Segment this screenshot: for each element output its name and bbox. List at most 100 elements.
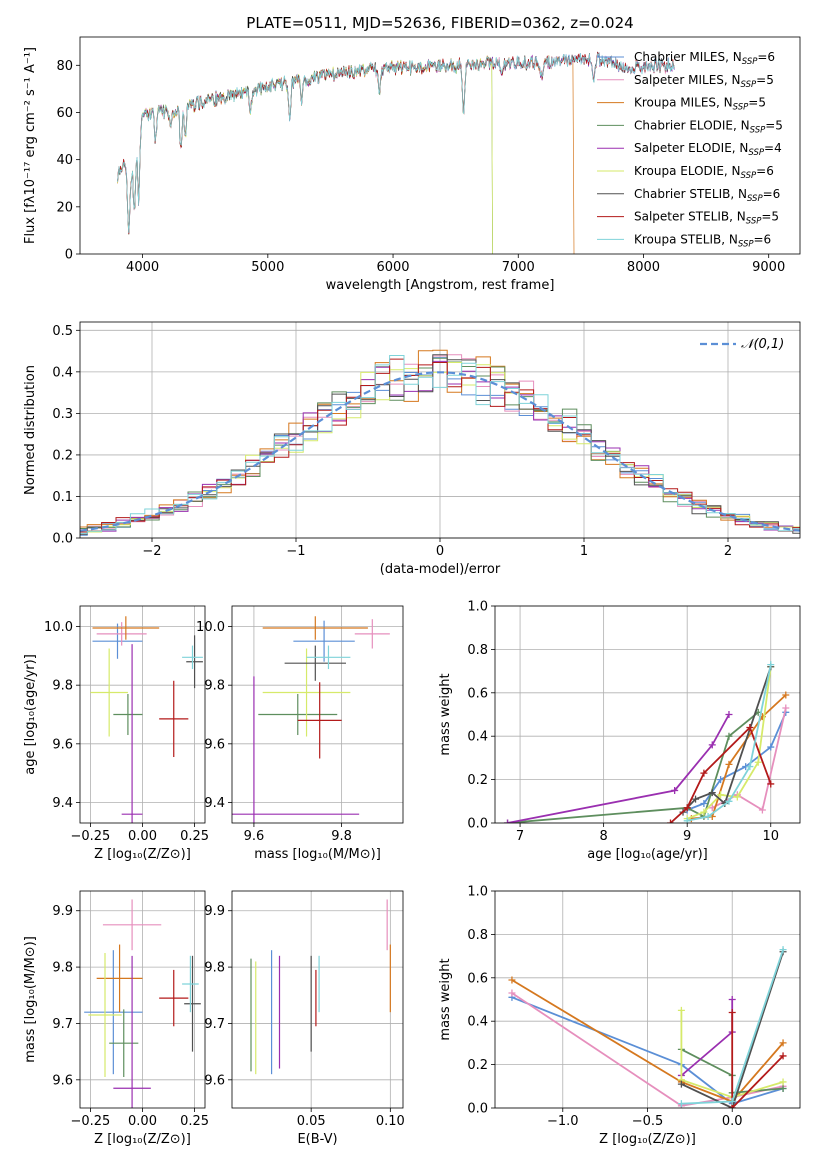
- mass-vs-EBV-grid: [232, 891, 403, 1108]
- weight-marker: [666, 819, 674, 823]
- spectrum-line-salpeter-elodie: [117, 52, 675, 234]
- weight-line-kroupa-elodie: [680, 1010, 784, 1099]
- age-vs-mass-y-tick-label: 9.8: [204, 679, 225, 694]
- weight-marker: [725, 732, 733, 740]
- weight-marker: [779, 946, 787, 954]
- weight-marker: [725, 760, 733, 768]
- legend-entry: Chabrier MILES, NSSP=6: [634, 50, 775, 67]
- legend-entry: Salpeter MILES, NSSP=5: [634, 73, 774, 90]
- weight-marker: [704, 812, 712, 820]
- age-vs-mass-x-tick-label: 9.6: [244, 829, 265, 844]
- weight-marker: [683, 817, 691, 823]
- weight-marker: [779, 1039, 787, 1047]
- mass-vs-Z-x-axis-label: Z [log₁₀(Z/Z⊙)]: [94, 1132, 191, 1147]
- weight-vs-Z-plot-area: [508, 946, 787, 1108]
- weight-vs-age-plot-area: [504, 661, 790, 823]
- mass-vs-Z-y-tick-label: 9.6: [52, 1073, 73, 1088]
- residuals-x-tick-label: 0: [436, 544, 444, 559]
- spectrum-line-kroupa-miles: [117, 54, 575, 254]
- mass-vs-Z-x-tick-label: 0.00: [128, 1114, 157, 1129]
- figure-title: PLATE=0511, MJD=52636, FIBERID=0362, z=0…: [246, 14, 633, 32]
- weight-marker: [708, 789, 716, 797]
- mass-vs-Z-y-tick-label: 9.8: [52, 961, 73, 976]
- weight-marker: [683, 804, 691, 812]
- weight-vs-age-y-axis-label: mass weight: [438, 673, 453, 755]
- spectrum-y-axis-label: Flux [fλ10⁻¹⁷ erg cm⁻² s⁻¹ A⁻¹]: [23, 47, 38, 244]
- spectrum-line-chabrier-stelib: [117, 51, 675, 234]
- weight-marker: [746, 763, 754, 771]
- residuals-x-tick-label: 1: [580, 544, 588, 559]
- weight-vs-age-x-tick-label: 7: [516, 829, 524, 844]
- weight-marker: [746, 724, 754, 732]
- weight-vs-Z-y-tick-label: 0.8: [467, 928, 488, 943]
- spectrum-y-tick-label: 40: [56, 153, 73, 168]
- weight-marker: [754, 758, 762, 766]
- weight-vs-Z-frame: [494, 890, 801, 1109]
- age-vs-mass-plot-area: [232, 616, 390, 823]
- legend-entry: 𝒩(0,1): [741, 337, 784, 352]
- weight-vs-Z-chart: −1.0 −0.5 0.0 0.0 0.2 0.4 0.6 0.8 1.0 Z [log₁₀(Z/…: [438, 885, 801, 1147]
- weight-vs-Z-y-tick-label: 0.2: [467, 1058, 488, 1073]
- weight-marker: [758, 806, 766, 814]
- weight-vs-Z-x-axis-label: Z [log₁₀(Z/Z⊙)]: [599, 1132, 696, 1147]
- weight-line-salpeter-elodie: [680, 999, 734, 1077]
- weight-marker: [677, 1100, 685, 1108]
- weight-marker: [725, 797, 733, 805]
- residuals-frame: [79, 321, 801, 539]
- residuals-y-tick-label: 0.5: [52, 324, 73, 339]
- spectrum-legend: Chabrier MILES, NSSP=6 Salpeter MILES, NS…: [597, 50, 783, 249]
- residuals-y-tick-label: 0.3: [52, 407, 73, 422]
- weight-vs-age-x-tick-label: 9: [683, 829, 691, 844]
- weight-marker: [504, 819, 512, 823]
- weight-line-salpeter-elodie: [507, 714, 730, 823]
- mass-vs-EBV-x-tick-label: 0.05: [297, 1114, 326, 1129]
- residuals-chart: −2 −1 0 1 2 0.0 0.1 0.2 0.3 0.4 0.5 (data-model)/er…: [23, 321, 801, 577]
- mass-vs-EBV-y-tick-label: 9.9: [204, 904, 225, 919]
- weight-vs-age-y-tick-label: 1.0: [467, 600, 488, 615]
- mass-vs-Z-grid: [80, 891, 205, 1108]
- age-vs-mass-y-tick-label: 10.0: [196, 620, 225, 635]
- weight-vs-Z-y-tick-label: 0.4: [467, 1015, 488, 1030]
- spectrum-line-kroupa-elodie: [117, 57, 493, 254]
- age-vs-Z-plot-area: [90, 616, 203, 823]
- histogram-chabrier-stelib: [80, 354, 800, 535]
- spectrum-frame: [79, 36, 801, 255]
- spectrum-x-tick-label: 5000: [251, 260, 284, 275]
- weight-line-chabrier-stelib: [681, 951, 784, 1108]
- age-vs-Z-x-axis-label: Z [log₁₀(Z/Z⊙)]: [94, 847, 191, 862]
- age-vs-Z-y-tick-label: 9.6: [52, 737, 73, 752]
- age-vs-mass-x-tick-label: 9.8: [331, 829, 352, 844]
- residuals-y-tick-label: 0.1: [52, 490, 73, 505]
- age-vs-Z-y-tick-label: 10.0: [44, 620, 73, 635]
- weight-marker: [782, 704, 790, 712]
- mass-vs-Z-y-axis-label: mass [log₁₀(M/M⊙)]: [23, 936, 38, 1063]
- histogram-salpeter-miles: [80, 354, 800, 531]
- weight-vs-age-y-tick-label: 0.0: [467, 817, 488, 832]
- age-vs-Z-frame: [79, 605, 206, 824]
- age-vs-Z-x-tick-label: −0.25: [70, 829, 110, 844]
- weight-vs-age-y-tick-label: 0.6: [467, 686, 488, 701]
- weight-vs-age-frame: [494, 605, 801, 824]
- legend-entry: Chabrier ELODIE, NSSP=5: [634, 118, 783, 135]
- weight-marker: [700, 808, 708, 816]
- spectrum-x-tick-label: 9000: [752, 260, 785, 275]
- weight-marker: [708, 741, 716, 749]
- spectrum-line-chabrier-elodie: [117, 57, 493, 254]
- residuals-y-tick-label: 0.4: [52, 365, 73, 380]
- residuals-y-tick-label: 0.0: [52, 532, 73, 547]
- weight-marker: [728, 1104, 736, 1108]
- age-vs-mass-frame: [231, 605, 404, 824]
- spectrum-line-salpeter-miles: [117, 52, 675, 232]
- weight-marker: [717, 791, 725, 799]
- weight-vs-Z-x-tick-label: −1.0: [547, 1114, 579, 1129]
- mass-vs-Z-y-tick-label: 9.7: [52, 1017, 73, 1032]
- weight-vs-Z-y-tick-label: 0.0: [467, 1102, 488, 1117]
- age-vs-Z-y-tick-label: 9.8: [52, 679, 73, 694]
- weight-marker: [725, 711, 733, 718]
- spectrum-x-tick-label: 4000: [126, 260, 159, 275]
- weight-marker: [717, 776, 725, 784]
- weight-vs-age-x-tick-label: 8: [599, 829, 607, 844]
- spectrum-y-tick-label: 60: [56, 106, 73, 121]
- weight-line-kroupa-miles: [511, 979, 784, 1103]
